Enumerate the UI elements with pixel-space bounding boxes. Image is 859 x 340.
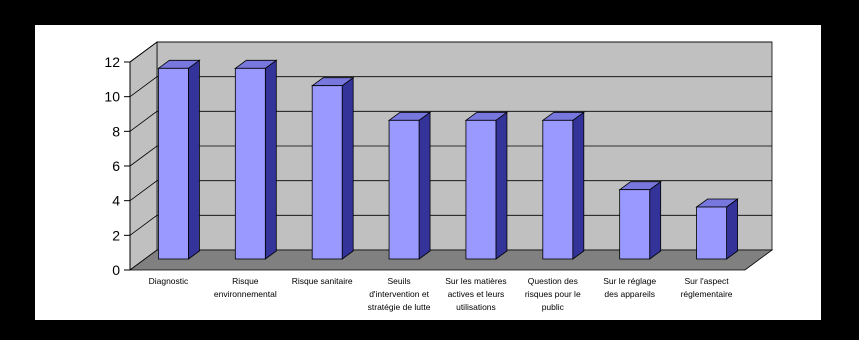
bar-side (495, 111, 508, 260)
gridline (129, 76, 772, 97)
bar (158, 67, 189, 260)
bar (388, 119, 420, 260)
chart-panel: 0 2 4 6 8 10 12 Diagnostic Risque environnement… (35, 25, 821, 320)
bar-side (572, 111, 585, 260)
x-tick-label: Sur les matières actives et leurs utilis… (445, 276, 507, 312)
floor (128, 249, 774, 271)
x-tick-label: Sur le réglage des appareils (603, 276, 657, 299)
bar (311, 85, 343, 260)
y-tick-label: 8 (112, 123, 120, 139)
bar-chart: 0 2 4 6 8 10 12 (104, 41, 774, 278)
x-tick-label: Diagnostic (148, 276, 189, 286)
bar (234, 67, 266, 260)
bar-side (726, 198, 738, 260)
y-tick-label: 2 (112, 227, 120, 243)
y-tick-label: 0 (112, 262, 120, 278)
bar (619, 189, 651, 260)
bar-side (188, 59, 200, 260)
y-tick-label: 4 (112, 193, 120, 209)
bar-side (649, 180, 662, 260)
bar (542, 119, 574, 260)
bar-side (264, 59, 277, 260)
x-tick-label: Question des risques pour le public (524, 276, 581, 312)
bar-side (341, 76, 354, 260)
y-tick-label: 12 (104, 54, 120, 70)
x-tick-label: Sur l'aspect réglementaire (680, 276, 733, 299)
gridline (129, 110, 772, 132)
x-tick-label: Risque sanitaire (291, 276, 353, 286)
x-tick-label: Risque environnemental (213, 276, 277, 299)
y-tick-label: 6 (112, 158, 120, 174)
bar (696, 206, 727, 260)
y-tick-label: 10 (104, 89, 120, 105)
x-tick-label: Seuils d'intervention et stratégie de lu… (367, 276, 431, 312)
bar (465, 119, 497, 260)
gridline (129, 41, 772, 63)
bar-side (418, 111, 431, 260)
